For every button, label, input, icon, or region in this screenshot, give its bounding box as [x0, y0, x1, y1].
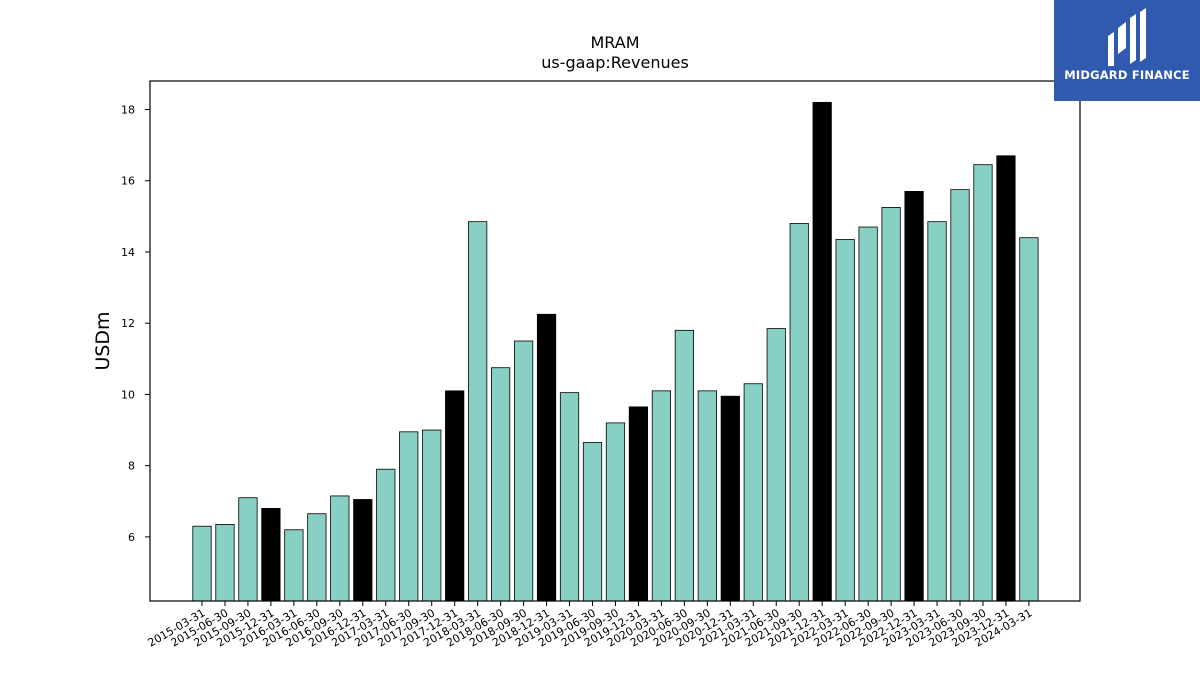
bar-2023-03-31 [927, 221, 947, 602]
bar-2022-12-31 [904, 191, 924, 602]
y-tick-label: 10 [121, 388, 135, 401]
y-tick-label: 8 [128, 460, 135, 473]
bar-2019-06-30 [582, 442, 603, 602]
plot-frame [149, 80, 1081, 602]
chart-subtitle: us-gaap:Revenues [541, 53, 689, 72]
bar-2015-03-31 [192, 525, 212, 602]
bar-2016-06-30 [307, 513, 327, 602]
logo-mark-icon [1108, 8, 1146, 66]
bars-group [192, 101, 1039, 602]
bar-2021-06-30 [766, 328, 786, 602]
y-tick-label: 14 [121, 246, 135, 259]
brand-logo: MIDGARD FINANCE [1054, 0, 1200, 101]
bar-2024-03-31 [1019, 237, 1039, 602]
y-tick-label: 6 [128, 531, 135, 544]
bar-2020-03-31 [651, 390, 672, 602]
bar-2023-12-31 [996, 155, 1016, 602]
bar-2016-09-30 [330, 495, 350, 602]
bar-2016-12-31 [353, 499, 373, 602]
bar-2023-06-30 [950, 189, 970, 602]
bar-2022-09-30 [881, 207, 901, 602]
y-tick-label: 12 [121, 317, 135, 330]
bar-2017-09-30 [422, 429, 442, 602]
chart-title: MRAM [590, 33, 639, 52]
bar-2016-03-31 [284, 529, 304, 602]
bar-2019-09-30 [605, 422, 626, 602]
x-axis-ticks: 2015-03-312015-06-302015-09-302015-12-31… [146, 601, 1034, 650]
bar-2015-09-30 [238, 497, 258, 602]
bar-2018-09-30 [513, 340, 534, 602]
y-axis-ticks: 6 8 10 12 14 16 18 [121, 103, 150, 544]
bar-2019-03-31 [559, 392, 580, 602]
bar-2021-03-31 [743, 383, 763, 602]
y-axis-label: USDm [92, 311, 114, 370]
bar-2020-12-31 [720, 395, 740, 602]
bar-2018-03-31 [468, 221, 488, 602]
bar-2015-12-31 [261, 507, 281, 602]
bar-2017-06-30 [399, 431, 419, 602]
bar-2018-12-31 [536, 313, 557, 602]
logo-text: MIDGARD FINANCE [1064, 68, 1190, 82]
bar-2017-12-31 [445, 390, 465, 602]
bar-2021-09-30 [789, 223, 809, 602]
bar-2022-03-31 [835, 239, 855, 602]
bar-2017-03-31 [376, 468, 396, 602]
bar-2018-06-30 [491, 367, 511, 602]
bar-2023-09-30 [973, 164, 993, 602]
bar-2021-12-31 [812, 101, 832, 602]
bar-2020-09-30 [697, 390, 717, 602]
bar-2022-06-30 [858, 226, 878, 602]
y-tick-label: 18 [121, 103, 135, 116]
bar-2019-12-31 [628, 406, 649, 602]
y-tick-label: 16 [121, 175, 135, 188]
bar-2015-06-30 [215, 524, 235, 602]
bar-2020-06-30 [674, 329, 694, 602]
